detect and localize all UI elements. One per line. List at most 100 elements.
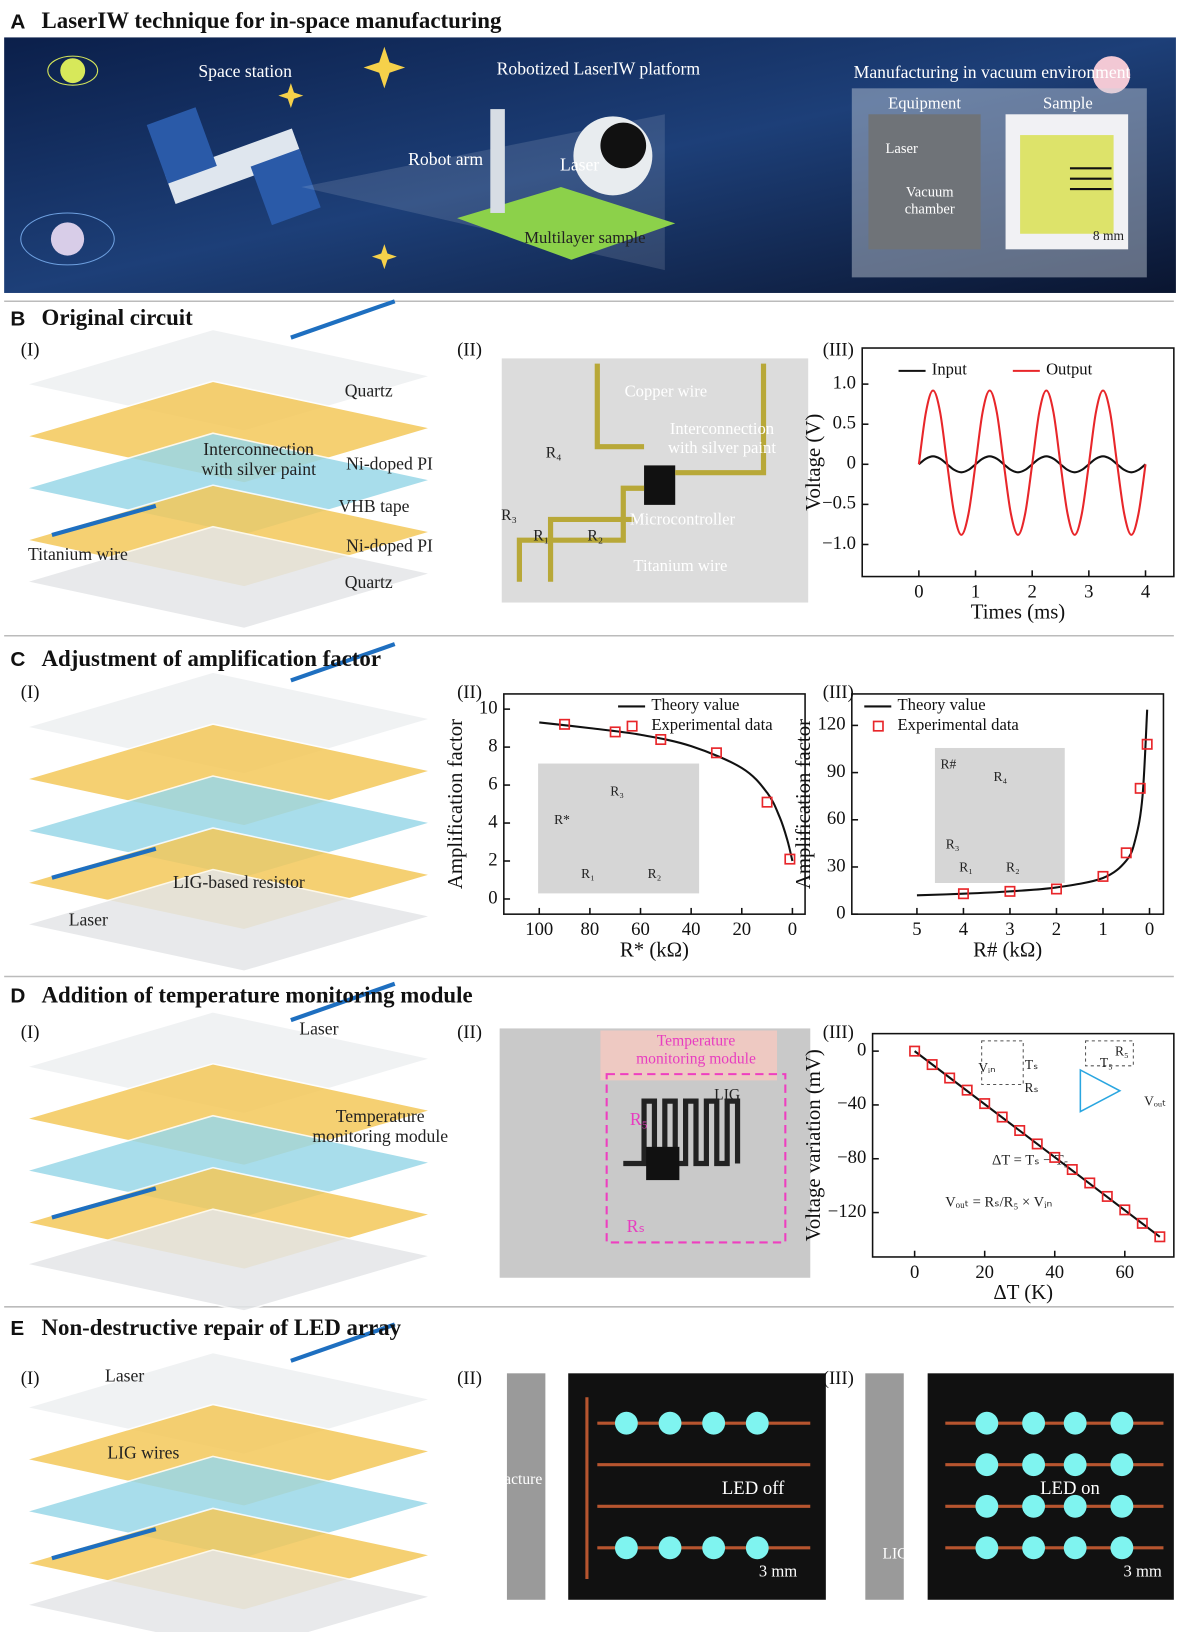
annotation: monitoring module xyxy=(312,1126,448,1146)
annotation: Manufacturing in vacuum environment xyxy=(854,62,1131,82)
x-axis-label: R# (kΩ) xyxy=(973,938,1042,961)
y-tick-label: −40 xyxy=(837,1093,866,1114)
subpanel-label: (I) xyxy=(21,339,40,360)
x-tick-label: 60 xyxy=(1115,1262,1134,1283)
x-tick-label: 3 xyxy=(1084,581,1093,602)
led xyxy=(1110,1536,1133,1559)
annotation: Rₛ xyxy=(1025,1080,1039,1095)
annotation: Laser xyxy=(886,141,918,157)
x-tick-label: 4 xyxy=(1141,581,1151,602)
annotation: with silver paint xyxy=(201,459,316,479)
x-tick-label: 0 xyxy=(788,919,797,940)
y-tick-label: 0 xyxy=(836,902,845,923)
y-tick-label: 90 xyxy=(827,761,846,782)
subpanel-label: (III) xyxy=(823,682,854,703)
led xyxy=(702,1412,725,1435)
annotation: R₂ xyxy=(587,528,603,545)
plot-frame xyxy=(873,1034,1174,1257)
subpanel-label: (I) xyxy=(21,1368,40,1389)
plot-frame xyxy=(862,348,1174,577)
y-tick-label: 0 xyxy=(847,453,856,474)
y-tick-label: 10 xyxy=(479,697,498,718)
x-tick-label: 40 xyxy=(1045,1262,1064,1283)
y-tick-label: −0.5 xyxy=(822,493,856,514)
annotation: ΔT = Tₛ − T₅ xyxy=(992,1153,1069,1169)
subpanel-label: (II) xyxy=(457,1368,482,1389)
x-tick-label: 1 xyxy=(1098,919,1107,940)
led xyxy=(702,1536,725,1559)
y-tick-label: 0.5 xyxy=(833,412,856,433)
annotation: Vᵢₙ xyxy=(978,1060,995,1075)
annotation: Temperature xyxy=(336,1106,425,1126)
annotation: Tₛ xyxy=(1025,1057,1038,1072)
led xyxy=(1110,1495,1133,1518)
annotation: chamber xyxy=(905,201,955,217)
y-tick-label: 2 xyxy=(488,849,497,870)
x-axis-label: R* (kΩ) xyxy=(620,938,689,961)
annotation: Space station xyxy=(198,61,292,81)
annotation: T₅ xyxy=(1100,1055,1113,1070)
panel-letter: A xyxy=(10,10,25,33)
subpanel-label: (III) xyxy=(823,1022,854,1043)
annotation: LED on xyxy=(1040,1478,1100,1499)
annotation: Copper wire xyxy=(625,382,708,401)
legend-label: Theory value xyxy=(651,695,739,714)
led xyxy=(1064,1453,1087,1476)
annotation: Laser xyxy=(299,1019,338,1039)
annotation: Ni-doped PI xyxy=(346,536,433,556)
annotation: Vₒᵤₜ = Rₛ/R₅ × Vᵢₙ xyxy=(945,1194,1052,1210)
subpanel-label: (I) xyxy=(21,682,40,703)
x-tick-label: 5 xyxy=(912,919,921,940)
led xyxy=(746,1412,769,1435)
y-tick-label: 0 xyxy=(857,1039,866,1060)
led xyxy=(1022,1453,1045,1476)
x-tick-label: 80 xyxy=(581,919,600,940)
panel-letter: C xyxy=(10,648,25,671)
led xyxy=(1022,1536,1045,1559)
annotation: R₃ xyxy=(946,837,960,852)
y-axis-label: Amplification factor xyxy=(792,719,815,889)
annotation: Robot arm xyxy=(408,149,483,169)
x-tick-label: 3 xyxy=(1005,919,1014,940)
annotation: Ni-doped PI xyxy=(346,453,433,473)
subpanel-label: (III) xyxy=(823,1368,854,1389)
legend-label: Theory value xyxy=(898,695,986,714)
panel-title: Adjustment of amplification factor xyxy=(42,646,381,671)
legend-label: Input xyxy=(932,360,967,379)
x-tick-label: 100 xyxy=(525,919,553,940)
annotation: Vₒᵤₜ xyxy=(1144,1093,1166,1108)
y-tick-label: −120 xyxy=(828,1201,867,1222)
panel-letter: B xyxy=(10,307,25,330)
led xyxy=(1110,1453,1133,1476)
x-tick-label: 40 xyxy=(682,919,701,940)
x-tick-label: 20 xyxy=(732,919,751,940)
legend-swatch xyxy=(874,721,883,730)
led xyxy=(975,1453,998,1476)
x-tick-label: 0 xyxy=(1145,919,1154,940)
annotation: Fracture xyxy=(490,1471,542,1488)
panel-title: Original circuit xyxy=(42,305,194,330)
y-tick-label: 1.0 xyxy=(833,372,856,393)
annotation: 8 mm xyxy=(1093,228,1125,243)
panel-title: Addition of temperature monitoring modul… xyxy=(42,983,473,1008)
annotation: R₅ xyxy=(1115,1043,1129,1058)
led xyxy=(1064,1412,1087,1435)
x-tick-label: 0 xyxy=(914,581,923,602)
y-tick-label: −1.0 xyxy=(822,533,856,554)
annotation: Multilayer sample xyxy=(524,228,645,247)
led xyxy=(659,1536,682,1559)
annotation: Laser xyxy=(69,909,108,929)
annotation: R₄ xyxy=(546,445,562,462)
annotation: LIG-based resistor xyxy=(173,872,305,892)
x-tick-label: 60 xyxy=(631,919,650,940)
y-tick-label: 60 xyxy=(827,808,846,829)
annotation: R₃ xyxy=(501,507,517,524)
wire xyxy=(291,301,395,337)
x-tick-label: 20 xyxy=(975,1262,994,1283)
legend-label: Experimental data xyxy=(898,715,1020,734)
annotation: LIG wires xyxy=(107,1442,179,1462)
x-tick-label: 0 xyxy=(910,1262,919,1283)
annotation: with silver paint xyxy=(668,438,776,457)
annotation: LED off xyxy=(722,1478,785,1499)
led xyxy=(1110,1412,1133,1435)
